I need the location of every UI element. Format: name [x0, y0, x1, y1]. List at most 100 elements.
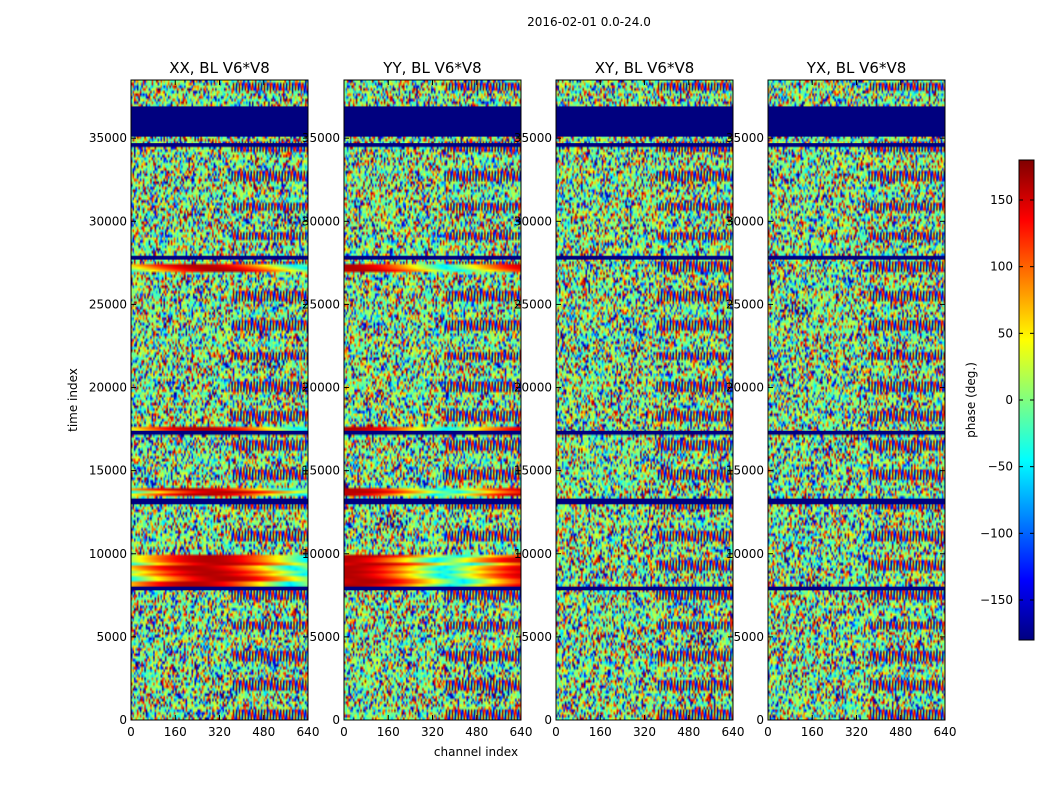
y-tick-label: 15000 — [514, 464, 552, 478]
y-tick-label: 0 — [332, 713, 340, 727]
flagged-band — [131, 498, 308, 504]
heatmap-image — [131, 80, 308, 720]
x-tick-label: 320 — [421, 725, 444, 739]
x-tick-label: 480 — [465, 725, 488, 739]
x-tick-label: 640 — [722, 725, 745, 739]
flagged-band — [131, 143, 308, 147]
colorbar-tick-label: 100 — [990, 260, 1013, 274]
flagged-band — [556, 256, 733, 260]
x-tick-label: 640 — [510, 725, 533, 739]
flagged-band — [556, 430, 733, 435]
x-axis-label: channel index — [434, 745, 518, 759]
x-tick-label: 480 — [252, 725, 275, 739]
y-tick-label: 0 — [756, 713, 764, 727]
x-tick-label: 640 — [297, 725, 320, 739]
flagged-band — [768, 106, 945, 137]
x-tick-label: 480 — [677, 725, 700, 739]
y-tick-label: 5000 — [309, 630, 340, 644]
x-tick-label: 0 — [127, 725, 135, 739]
y-tick-label: 0 — [544, 713, 552, 727]
y-tick-label: 15000 — [89, 464, 127, 478]
flagged-band — [131, 430, 308, 435]
flagged-band — [131, 106, 308, 137]
y-tick-label: 15000 — [302, 464, 340, 478]
y-tick-label: 5000 — [521, 630, 552, 644]
flagged-band — [344, 256, 521, 260]
panel-title: XX, BL V6*V8 — [169, 59, 270, 77]
flagged-band — [344, 587, 521, 591]
x-tick-label: 640 — [934, 725, 957, 739]
x-tick-label: 160 — [164, 725, 187, 739]
y-tick-label: 35000 — [514, 131, 552, 145]
flagged-band — [768, 498, 945, 504]
colorbar-tick-label: 0 — [1005, 393, 1013, 407]
y-tick-label: 20000 — [89, 381, 127, 395]
y-tick-label: 10000 — [726, 547, 764, 561]
flagged-band — [344, 143, 521, 147]
panel-yy: YY, BL V6*V8 0 160 320 480 640 0 5000 10000 15000… — [302, 59, 533, 739]
heatmap-image — [768, 80, 945, 720]
flagged-band — [344, 498, 521, 504]
flagged-band — [556, 143, 733, 147]
panel-xx: XX, BL V6*V8 0 160 320 480 640 0 5000 10000 15000… — [89, 59, 320, 739]
y-tick-label: 10000 — [514, 547, 552, 561]
y-tick-label: 35000 — [302, 131, 340, 145]
panel-xy: XY, BL V6*V8 0 160 320 480 640 0 5000 10000 15000… — [514, 59, 745, 739]
flagged-band — [768, 143, 945, 147]
flagged-band — [131, 256, 308, 260]
y-tick-label: 30000 — [302, 214, 340, 228]
y-tick-label: 10000 — [302, 547, 340, 561]
colorbar-tick-label: −100 — [980, 526, 1013, 540]
colorbar-label: phase (deg.) — [964, 362, 978, 438]
y-axis-label: time index — [66, 368, 80, 432]
x-tick-label: 0 — [340, 725, 348, 739]
colorbar: −150 −100 −50 0 50 100 150 — [980, 159, 1035, 641]
y-tick-label: 30000 — [726, 214, 764, 228]
y-tick-label: 35000 — [726, 131, 764, 145]
y-tick-label: 20000 — [302, 381, 340, 395]
x-tick-label: 160 — [589, 725, 612, 739]
y-tick-label: 5000 — [733, 630, 764, 644]
panel-title: YX, BL V6*V8 — [806, 59, 907, 77]
colorbar-tick-label: −150 — [980, 593, 1013, 607]
y-tick-label: 10000 — [89, 547, 127, 561]
y-tick-label: 30000 — [89, 214, 127, 228]
x-tick-label: 320 — [208, 725, 231, 739]
flagged-band — [768, 256, 945, 260]
x-tick-label: 320 — [633, 725, 656, 739]
figure-suptitle: 2016-02-01 0.0-24.0 — [527, 15, 651, 29]
flagged-band — [556, 106, 733, 137]
x-tick-label: 0 — [552, 725, 560, 739]
colorbar-tick-label: −50 — [988, 460, 1013, 474]
y-tick-label: 20000 — [726, 381, 764, 395]
panel-title: XY, BL V6*V8 — [595, 59, 695, 77]
flagged-band — [344, 430, 521, 435]
flagged-band — [556, 587, 733, 591]
panel-yx: YX, BL V6*V8 0 160 320 480 640 0 5000 10000 15000… — [726, 59, 957, 739]
x-tick-label: 480 — [889, 725, 912, 739]
x-tick-label: 0 — [764, 725, 772, 739]
y-tick-label: 25000 — [89, 297, 127, 311]
panel-title: YY, BL V6*V8 — [382, 59, 481, 77]
flagged-band — [131, 587, 308, 591]
flagged-band — [768, 587, 945, 591]
heatmap-image — [556, 80, 733, 720]
y-tick-label: 15000 — [726, 464, 764, 478]
colorbar-tick-label: 150 — [990, 193, 1013, 207]
y-tick-label: 25000 — [302, 297, 340, 311]
colorbar-tick-label: 50 — [998, 326, 1013, 340]
heatmap-image — [344, 80, 521, 720]
flagged-band — [344, 106, 521, 137]
y-tick-label: 35000 — [89, 131, 127, 145]
y-tick-label: 25000 — [514, 297, 552, 311]
y-tick-label: 30000 — [514, 214, 552, 228]
flagged-band — [556, 498, 733, 504]
flagged-band — [768, 430, 945, 435]
x-tick-label: 160 — [801, 725, 824, 739]
y-tick-label: 5000 — [96, 630, 127, 644]
y-tick-label: 25000 — [726, 297, 764, 311]
y-tick-label: 0 — [119, 713, 127, 727]
x-tick-label: 160 — [377, 725, 400, 739]
y-tick-label: 20000 — [514, 381, 552, 395]
